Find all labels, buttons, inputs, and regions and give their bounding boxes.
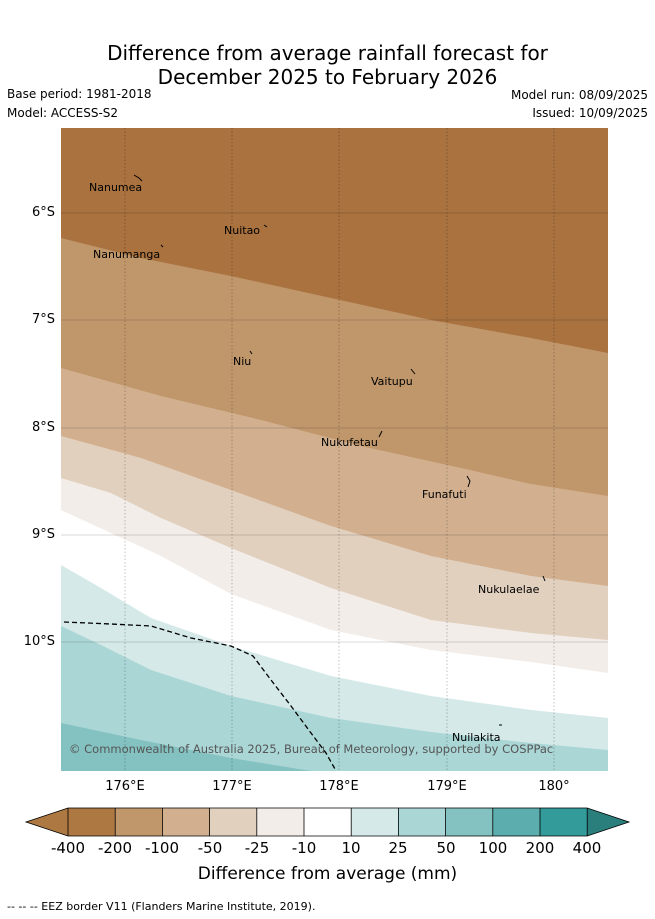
- colorbar-label: -100: [144, 839, 180, 857]
- colorbar-label: -10: [291, 839, 317, 857]
- lat-tick: 10°S: [23, 634, 55, 649]
- place-label: Nanumanga: [93, 248, 160, 261]
- lat-tick: 6°S: [31, 205, 55, 220]
- rainfall-map: Nanumea Nuitao Nanumanga Niu Vaitupu Nuk…: [61, 128, 608, 771]
- lon-tick: 180°: [538, 779, 570, 794]
- colorbar-label: 10: [341, 839, 361, 857]
- place-label: Funafuti: [422, 488, 467, 501]
- lon-tick: 178°E: [319, 779, 359, 794]
- eez-legend-note: -- -- -- EEZ border V11 (Flanders Marine…: [7, 900, 316, 913]
- island-niu-shape: [249, 350, 253, 355]
- lat-tick: 7°S: [31, 312, 55, 327]
- model-label: Model: ACCESS-S2: [7, 106, 119, 120]
- lon-tick: 177°E: [212, 779, 252, 794]
- model-run-label: Model run: 08/09/2025: [510, 88, 648, 102]
- place-label: Nuilakita: [452, 731, 501, 744]
- place-label: Nukulaelae: [478, 583, 540, 596]
- colorbar-label: 25: [388, 839, 408, 857]
- colorbar-swatch: [304, 808, 352, 836]
- title-line-2: December 2025 to February 2026: [157, 65, 498, 89]
- lat-tick: 8°S: [31, 420, 55, 435]
- island-funafuti-shape: [466, 475, 471, 488]
- title-line-1: Difference from average rainfall forecas…: [107, 41, 548, 65]
- colorbar-swatch: [162, 808, 210, 836]
- island-nukulaelae-shape: [542, 575, 546, 582]
- colorbar-swatch: [209, 808, 257, 836]
- colorbar-label: -50: [197, 839, 223, 857]
- colorbar: [24, 807, 631, 837]
- place-label: Vaitupu: [371, 375, 413, 388]
- colorbar-swatch: [492, 808, 540, 836]
- lon-tick: 179°E: [427, 779, 467, 794]
- colorbar-swatch: [445, 808, 493, 836]
- latitude-lines: [61, 212, 608, 643]
- place-label: Nuitao: [224, 224, 260, 237]
- colorbar-swatch: [398, 808, 446, 836]
- lat-tick: 9°S: [31, 527, 55, 542]
- colorbar-swatch: [115, 808, 163, 836]
- copyright-notice: © Commonwealth of Australia 2025, Bureau…: [69, 742, 553, 756]
- colorbar-label: -25: [244, 839, 270, 857]
- colorbar-label: -400: [50, 839, 86, 857]
- base-period-label: Base period: 1981-2018: [7, 87, 152, 101]
- place-label: Nanumea: [89, 181, 142, 194]
- colorbar-swatch: [540, 808, 588, 836]
- colorbar-swatch: [256, 808, 304, 836]
- eez-border: [63, 621, 336, 770]
- band-plus-50: [61, 723, 311, 771]
- colorbar-label: 400: [572, 839, 602, 857]
- colorbar-label: -200: [97, 839, 133, 857]
- colorbar-label: 100: [478, 839, 508, 857]
- colorbar-extend-low: [26, 808, 68, 836]
- colorbar-swatch: [351, 808, 399, 836]
- colorbar-extend-high: [587, 808, 629, 836]
- island-nukufetau-shape: [378, 430, 383, 438]
- place-label: Niu: [233, 355, 251, 368]
- islands: [133, 174, 546, 726]
- island-nanumanga-shape: [160, 244, 164, 248]
- band-plus-25: [61, 626, 608, 771]
- colorbar-label: 50: [436, 839, 456, 857]
- island-vaitupu-shape: [410, 368, 416, 375]
- lon-tick: 176°E: [105, 779, 145, 794]
- longitude-lines: [124, 128, 555, 771]
- colorbar-label: 200: [525, 839, 555, 857]
- place-label: Nukufetau: [321, 436, 378, 449]
- colorbar-title: Difference from average (mm): [197, 864, 458, 884]
- map-svg: Nanumea Nuitao Nanumanga Niu Vaitupu Nuk…: [61, 128, 608, 771]
- island-nanumea-shape: [133, 174, 143, 182]
- issued-label: Issued: 10/09/2025: [532, 106, 648, 120]
- colorbar-swatch: [68, 808, 116, 836]
- island-nuitao-shape: [263, 224, 268, 228]
